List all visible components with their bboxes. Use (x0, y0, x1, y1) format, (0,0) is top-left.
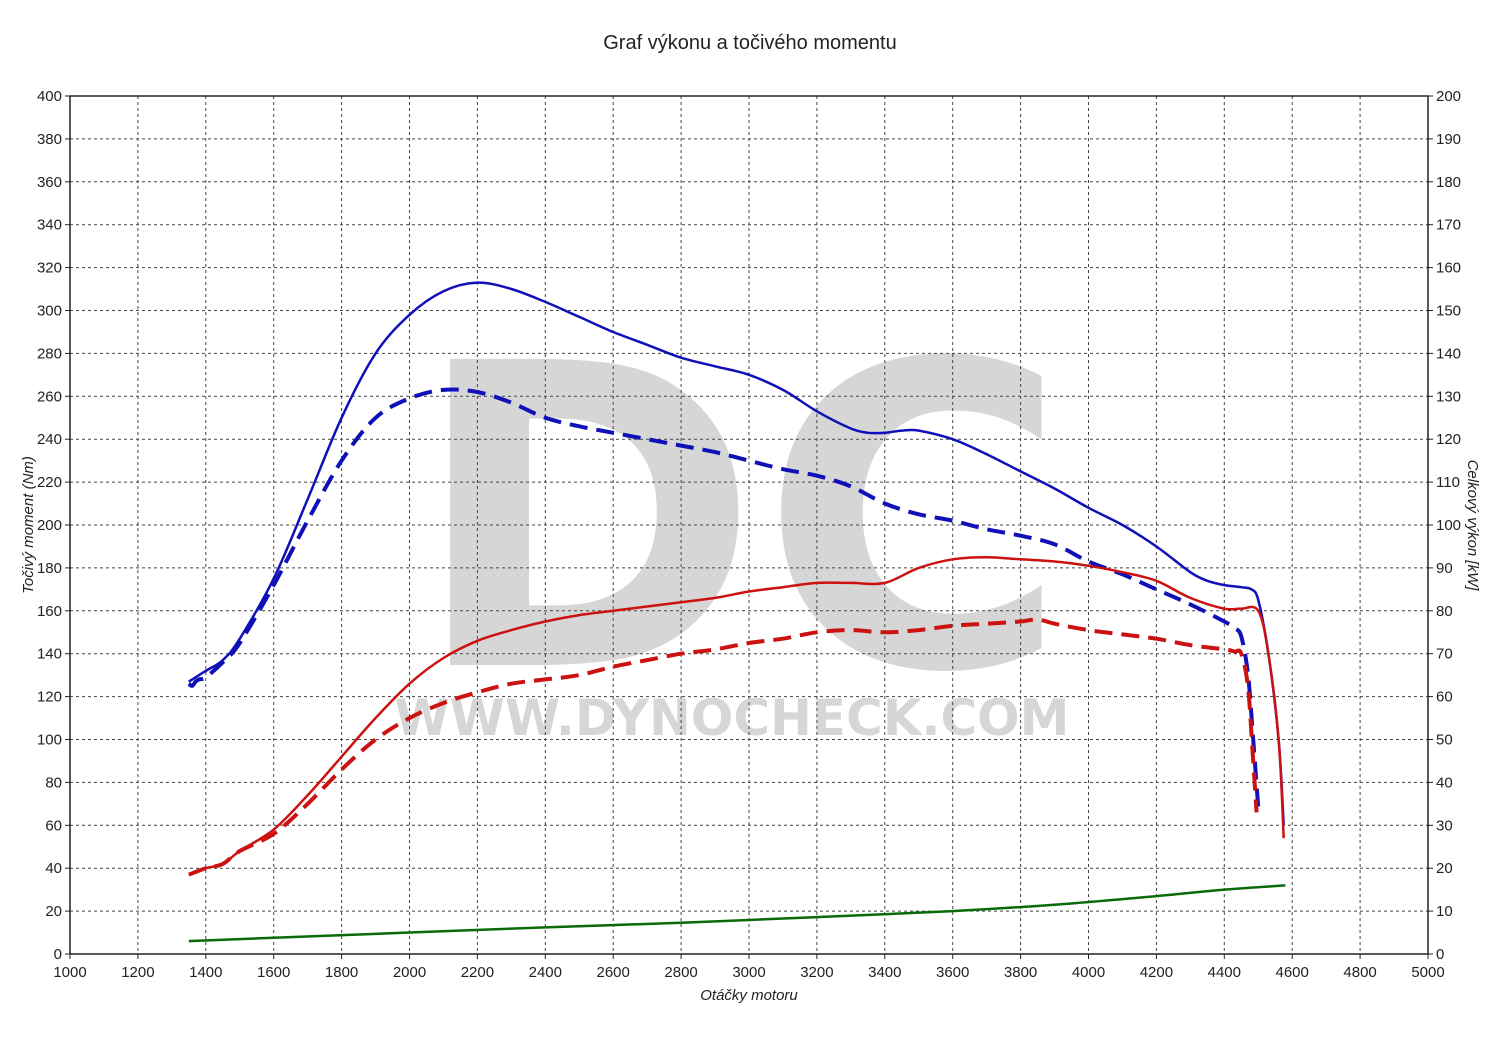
left-tick-label: 320 (37, 260, 62, 277)
right-tick-label: 50 (1436, 732, 1453, 749)
left-tick-label: 80 (45, 774, 62, 791)
x-tick-label: 1800 (325, 964, 358, 981)
x-tick-label: 2400 (529, 964, 562, 981)
x-tick-label: 4800 (1343, 964, 1376, 981)
left-tick-label: 100 (37, 732, 62, 749)
left-tick-label: 300 (37, 303, 62, 320)
right-tick-label: 130 (1436, 388, 1461, 405)
power-curve-dashed (188, 617, 1259, 877)
left-tick-label: 400 (37, 88, 62, 105)
left-tick-label: 360 (37, 174, 62, 191)
left-tick-label: 280 (37, 345, 62, 362)
x-axis-ticks: 1000 1200 1400 1600 1800 2000 2200 2400 2600 2800… (53, 954, 1445, 981)
right-tick-label: 20 (1436, 860, 1453, 877)
right-tick-label: 90 (1436, 560, 1453, 577)
left-tick-label: 60 (45, 817, 62, 834)
right-tick-label: 140 (1436, 345, 1461, 362)
left-tick-label: 40 (45, 860, 62, 877)
x-tick-label: 4000 (1072, 964, 1105, 981)
right-tick-label: 120 (1436, 431, 1461, 448)
x-tick-label: 2200 (461, 964, 494, 981)
left-tick-label: 380 (37, 131, 62, 148)
left-tick-label: 340 (37, 217, 62, 234)
grid-lines (70, 96, 1428, 954)
right-tick-label: 60 (1436, 689, 1453, 706)
power-curve-solid (188, 555, 1285, 876)
x-tick-label: 2000 (393, 964, 426, 981)
x-tick-label: 1000 (53, 964, 86, 981)
right-tick-label: 200 (1436, 88, 1461, 105)
left-tick-label: 120 (37, 689, 62, 706)
x-tick-label: 3600 (936, 964, 969, 981)
chart-title: Graf výkonu a točivého momentu (603, 32, 897, 54)
left-tick-label: 200 (37, 517, 62, 534)
left-axis-ticks: 0 20 40 60 80 100 120 140 160 180 200 220 240 260 280 3… (37, 88, 70, 963)
left-tick-label: 160 (37, 603, 62, 620)
right-tick-label: 110 (1436, 474, 1460, 491)
torque-curve-solid (188, 281, 1285, 826)
right-tick-label: 190 (1436, 131, 1461, 148)
left-tick-label: 240 (37, 431, 62, 448)
right-tick-label: 30 (1436, 817, 1453, 834)
right-tick-label: 10 (1436, 903, 1453, 920)
right-tick-label: 160 (1436, 260, 1461, 277)
left-tick-label: 260 (37, 388, 62, 405)
right-tick-label: 100 (1436, 517, 1461, 534)
x-tick-label: 1400 (189, 964, 222, 981)
x-tick-label: 2600 (597, 964, 630, 981)
right-tick-label: 170 (1436, 217, 1461, 234)
x-tick-label: 4600 (1276, 964, 1309, 981)
right-axis-ticks: 0 10 20 30 40 50 60 70 80 90 100 110 120 130 140 150 160… (1428, 88, 1461, 963)
x-tick-label: 4200 (1140, 964, 1173, 981)
left-tick-label: 140 (37, 646, 62, 663)
x-tick-label: 3400 (868, 964, 901, 981)
x-tick-label: 1600 (257, 964, 290, 981)
right-tick-label: 40 (1436, 774, 1453, 791)
right-tick-label: 80 (1436, 603, 1453, 620)
right-tick-label: 70 (1436, 646, 1453, 663)
x-tick-label: 1200 (121, 964, 154, 981)
x-tick-label: 5000 (1411, 964, 1444, 981)
series-layer (187, 281, 1286, 943)
left-tick-label: 220 (37, 474, 62, 491)
x-tick-label: 3000 (732, 964, 765, 981)
left-axis-label: Točivý moment (Nm) (20, 456, 37, 594)
right-tick-label: 0 (1436, 946, 1444, 963)
x-tick-label: 2800 (664, 964, 697, 981)
right-axis-label: Celkový výkon [kW] (1464, 460, 1481, 592)
x-tick-label: 3800 (1004, 964, 1037, 981)
x-axis-label: Otáčky motoru (700, 987, 798, 1004)
left-tick-label: 20 (45, 903, 62, 920)
left-tick-label: 0 (54, 946, 62, 963)
x-tick-label: 3200 (800, 964, 833, 981)
x-tick-label: 4400 (1208, 964, 1241, 981)
watermark-text: WWW.DYNOCHECK.COM (395, 689, 1070, 747)
loss-curve (188, 884, 1286, 943)
right-tick-label: 180 (1436, 174, 1461, 191)
torque-curve-dashed (187, 387, 1261, 809)
right-tick-label: 150 (1436, 303, 1461, 320)
left-tick-label: 180 (37, 560, 62, 577)
